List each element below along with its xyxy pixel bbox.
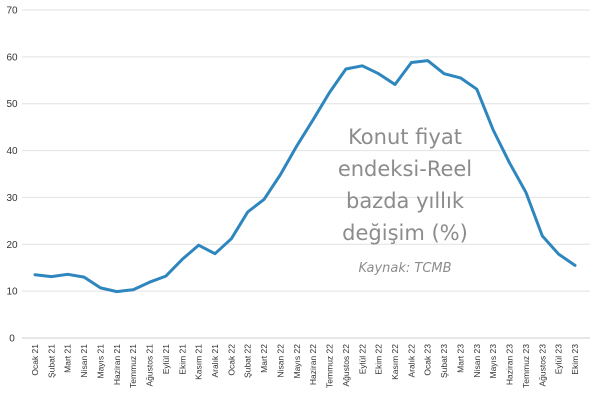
x-tick-label: Mart 21	[63, 344, 73, 373]
x-tick-label: Nisan 22	[275, 344, 285, 378]
y-tick-label: 50	[6, 99, 18, 110]
x-tick-label: Ocak 23	[423, 344, 433, 376]
grid-lines	[22, 9, 590, 292]
x-tick-label: Ağustos 21	[145, 344, 155, 387]
x-tick-label: Temmuz 22	[325, 344, 335, 388]
series-line	[33, 59, 577, 294]
x-tick-label: Şubat 21	[46, 344, 56, 378]
x-tick-label: Ağustos 23	[537, 344, 547, 387]
y-tick-label: 70	[6, 6, 18, 17]
chart-title-line-4: değişim (%)	[342, 221, 468, 245]
x-tick-label: Kasım 21	[194, 344, 204, 380]
x-tick-label: Temmuz 23	[521, 344, 531, 388]
chart-title-line-3: bazda yıllık	[346, 189, 465, 213]
x-tick-label: Eylül 22	[357, 344, 367, 375]
x-tick-label: Ocak 22	[226, 344, 236, 376]
y-tick-label: 10	[6, 287, 18, 298]
x-tick-label: Ekim 22	[374, 344, 384, 375]
x-tick-label: Haziran 21	[112, 344, 122, 385]
x-tick-label: Mart 23	[455, 344, 465, 373]
y-tick-label: 20	[6, 240, 18, 251]
x-tick-label: Ekim 21	[177, 344, 187, 375]
x-tick-label: Ocak 21	[30, 344, 40, 376]
y-tick-label: 30	[6, 193, 18, 204]
x-tick-label: Mayıs 21	[95, 344, 105, 379]
x-tick-label: Mayıs 23	[488, 344, 498, 379]
x-tick-label: Aralık 21	[210, 344, 220, 378]
x-tick-label: Şubat 23	[439, 344, 449, 378]
y-tick-label: 0	[9, 334, 15, 345]
chart-title-line-1: Konut fiyat	[348, 125, 462, 149]
x-tick-label: Temmuz 21	[128, 344, 138, 388]
x-axis: Ocak 21 Şubat 21 Mart 21 Nisan 21 Mayıs 21 Ha…	[30, 344, 580, 388]
x-tick-label: Haziran 23	[505, 344, 515, 385]
x-tick-label: Eylül 23	[554, 344, 564, 375]
x-tick-label: Kasım 22	[390, 344, 400, 380]
x-tick-label: Şubat 22	[243, 344, 253, 378]
chart-source: Kaynak: TCMB	[358, 261, 451, 276]
y-axis: 0 10 20 30 40 50 60 70	[6, 6, 18, 345]
x-tick-label: Eylül 21	[161, 344, 171, 375]
x-tick-label: Ağustos 22	[341, 344, 351, 387]
y-tick-label: 40	[6, 146, 18, 157]
x-tick-label: Mart 22	[259, 344, 269, 373]
x-tick-label: Nisan 21	[79, 344, 89, 378]
x-tick-label: Ekim 23	[570, 344, 580, 375]
x-tick-label: Nisan 23	[472, 344, 482, 378]
x-tick-label: Haziran 22	[308, 344, 318, 385]
x-tick-label: Mayıs 22	[292, 344, 302, 379]
x-tick-label: Aralık 22	[406, 344, 416, 378]
chart-title-line-2: endeksi-Reel	[338, 157, 472, 181]
y-tick-label: 60	[6, 52, 18, 63]
